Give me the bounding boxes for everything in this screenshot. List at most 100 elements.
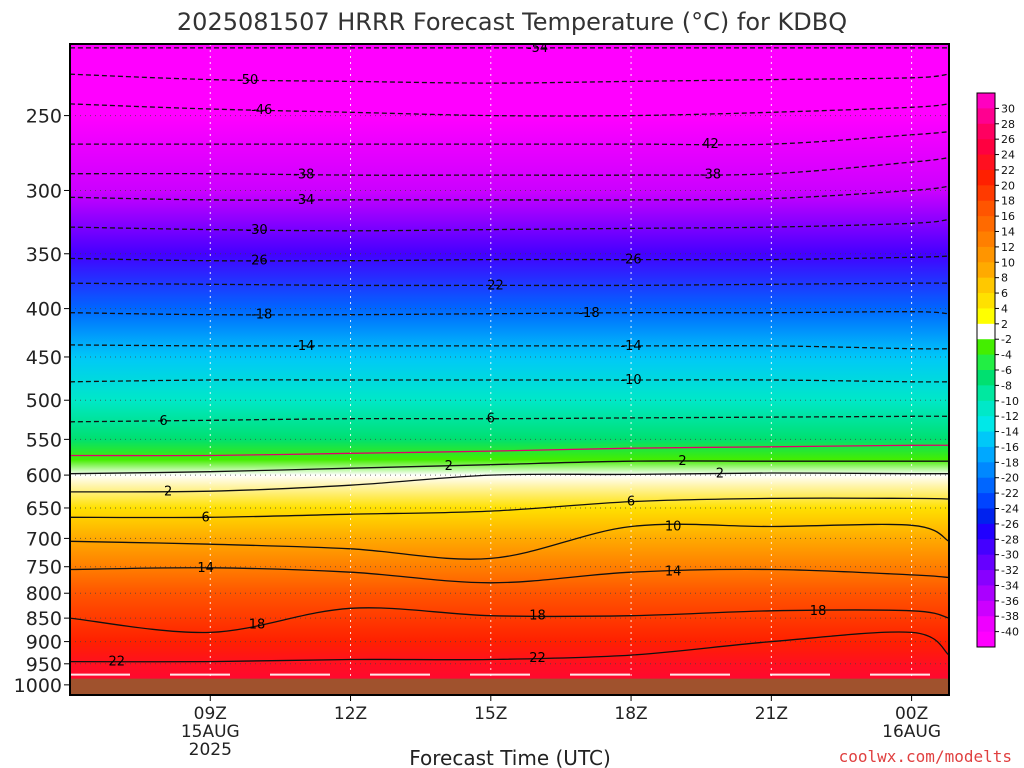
colorbar-label: 20 — [1001, 179, 1015, 192]
colorbar-label: -14 — [1001, 426, 1019, 439]
colorbar-label: 30 — [1001, 102, 1015, 115]
colorbar-swatch — [977, 108, 995, 125]
y-tick-label: 400 — [26, 299, 62, 321]
colorbar-label: 28 — [1001, 118, 1015, 131]
isotherm--38 — [70, 157, 949, 176]
isotherm-label: 42 — [702, 137, 719, 152]
isotherm-label: 2 — [164, 484, 172, 499]
isotherm-label: -30 — [246, 223, 267, 238]
colorbar-label: -32 — [1001, 564, 1019, 577]
y-tick-label: 950 — [26, 654, 62, 676]
colorbar-swatch — [977, 246, 995, 263]
colorbar-swatch — [977, 200, 995, 217]
isotherm--18 — [70, 311, 949, 316]
isotherm-label: -54 — [527, 41, 548, 56]
isotherm--26 — [70, 255, 949, 262]
y-tick-label: 450 — [26, 347, 62, 369]
colorbar-label: 10 — [1001, 256, 1015, 269]
x-tick-label: 18Z — [614, 704, 647, 724]
colorbar-swatch — [977, 631, 995, 648]
colorbar-label: -30 — [1001, 549, 1019, 562]
isotherm--30 — [70, 218, 949, 232]
colorbar-label: -38 — [1001, 610, 1019, 623]
isotherm-label: -14 — [620, 339, 641, 354]
colorbar-swatch — [977, 477, 995, 494]
isotherm--2 — [70, 444, 949, 457]
y-tick-label: 250 — [26, 106, 62, 128]
colorbar-swatch — [977, 385, 995, 402]
colorbar-label: -22 — [1001, 487, 1019, 500]
isotherm--42 — [70, 131, 949, 146]
colorbar-swatch — [977, 308, 995, 325]
colorbar-label: 18 — [1001, 195, 1015, 208]
colorbar-label: -12 — [1001, 410, 1019, 423]
y-tick-label: 750 — [26, 557, 62, 579]
isotherm-label: -50 — [237, 73, 258, 88]
x-tick-label: 16AUG — [882, 722, 941, 742]
y-tick-label: 850 — [26, 608, 62, 630]
isotherm-label: -34 — [293, 193, 314, 208]
isotherm-label: -18 — [578, 306, 599, 321]
isotherm-label: -46 — [251, 103, 272, 118]
isotherm-2 — [70, 460, 949, 475]
isotherm-label: 2 — [716, 467, 724, 482]
x-tick-label: 09Z — [194, 704, 227, 724]
colorbar-swatch — [977, 570, 995, 586]
ground-below-surface — [70, 678, 949, 695]
colorbar-swatch — [977, 416, 995, 433]
y-tick-label: 500 — [26, 390, 62, 412]
isotherm-label: 6 — [159, 414, 167, 429]
colorbar-swatch — [977, 370, 995, 386]
colorbar-swatch — [977, 123, 995, 140]
colorbar-label: -2 — [1001, 333, 1012, 346]
isotherm-18 — [70, 607, 949, 634]
x-tick-label: 21Z — [755, 704, 788, 724]
isotherm-label: 10 — [665, 519, 682, 534]
colorbar-swatch — [977, 169, 995, 186]
colorbar-swatch — [977, 323, 995, 340]
colorbar-legend: 30 28 26 24 22 20 18 16 14 12 10 8 6 4 2 -2 -4 -6 -8 -10 -12… — [976, 92, 1019, 648]
isotherm--6 — [70, 415, 949, 423]
isotherm-2 — [70, 472, 949, 493]
x-tick-label: 00Z — [895, 704, 928, 724]
isotherm-label: -10 — [620, 373, 641, 388]
isotherm-label: 14 — [665, 564, 682, 579]
colorbar-swatch — [977, 508, 995, 525]
isotherm-label: 18 — [529, 609, 546, 624]
y-axis: 2503003504004505005506006507007508008509… — [14, 106, 70, 697]
y-tick-label: 300 — [26, 180, 62, 202]
colorbar-label: 26 — [1001, 133, 1015, 146]
x-tick-label: 2025 — [189, 740, 232, 760]
x-tick-label: 12Z — [334, 704, 367, 724]
colorbar-swatch — [977, 431, 995, 448]
colorbar-swatch — [977, 354, 995, 371]
colorbar-label: -40 — [1001, 626, 1019, 639]
colorbar-swatch — [977, 277, 995, 294]
colorbar-swatch — [977, 539, 995, 556]
isotherm-10 — [70, 523, 949, 560]
isotherm-label: 2 — [445, 459, 453, 474]
colorbar-label: -18 — [1001, 456, 1019, 469]
colorbar-label: -34 — [1001, 579, 1019, 592]
colorbar-label: -26 — [1001, 518, 1019, 531]
y-tick-label: 1000 — [14, 675, 62, 697]
isotherm-label: 18 — [810, 604, 827, 619]
isotherm-label: 22 — [108, 655, 125, 670]
colorbar-swatch — [977, 554, 995, 571]
isotherm--14 — [70, 344, 949, 350]
colorbar-swatch — [977, 216, 995, 232]
isotherm--10 — [70, 379, 949, 383]
isotherm-label: -38 — [700, 167, 721, 182]
y-tick-label: 650 — [26, 498, 62, 520]
colorbar-swatch — [977, 139, 995, 156]
colorbar-label: 14 — [1001, 226, 1015, 239]
colorbar-label: -36 — [1001, 595, 1019, 608]
colorbar-label: 12 — [1001, 241, 1015, 254]
y-tick-label: 900 — [26, 632, 62, 654]
colorbar-label: 8 — [1001, 272, 1008, 285]
colorbar-label: -10 — [1001, 395, 1019, 408]
colorbar-label: 24 — [1001, 149, 1015, 162]
